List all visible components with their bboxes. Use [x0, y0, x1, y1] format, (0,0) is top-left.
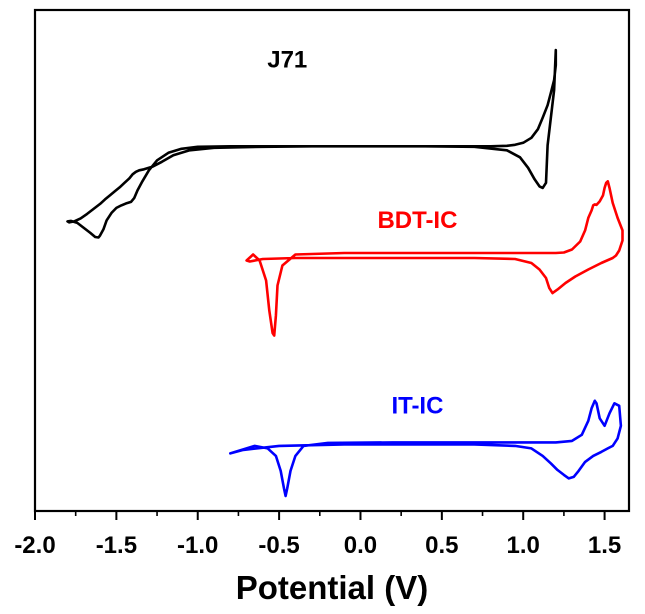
series-label-it-ic: IT-IC: [391, 392, 443, 419]
x-tick-label: 1.0: [507, 532, 540, 559]
x-tick-label: -0.5: [258, 532, 299, 559]
x-axis-label: Potential (V): [236, 569, 429, 606]
x-tick-label: -1.5: [96, 532, 137, 559]
x-axis-tick-labels: -2.0 -1.5 -1.0 -0.5 0.0 0.5 1.0 1.5: [14, 532, 621, 559]
x-tick-label: 0.0: [344, 532, 377, 559]
series-line-j71: [66, 48, 558, 239]
x-tick-label: 1.5: [588, 532, 621, 559]
series-line-bdt-ic: [245, 180, 624, 337]
plot-frame: [33, 8, 631, 513]
series-line-it-ic: [229, 399, 623, 498]
series-label-j71: J71: [267, 47, 307, 74]
x-tick-label: -2.0: [14, 532, 55, 559]
series-labels: J71 BDT-IC IT-IC: [267, 47, 457, 420]
series-label-bdt-ic: BDT-IC: [377, 207, 457, 234]
x-tick-label: 0.5: [425, 532, 458, 559]
x-tick-label: -1.0: [177, 532, 218, 559]
x-axis-ticks: [34, 511, 606, 520]
series-layer: [66, 48, 624, 498]
